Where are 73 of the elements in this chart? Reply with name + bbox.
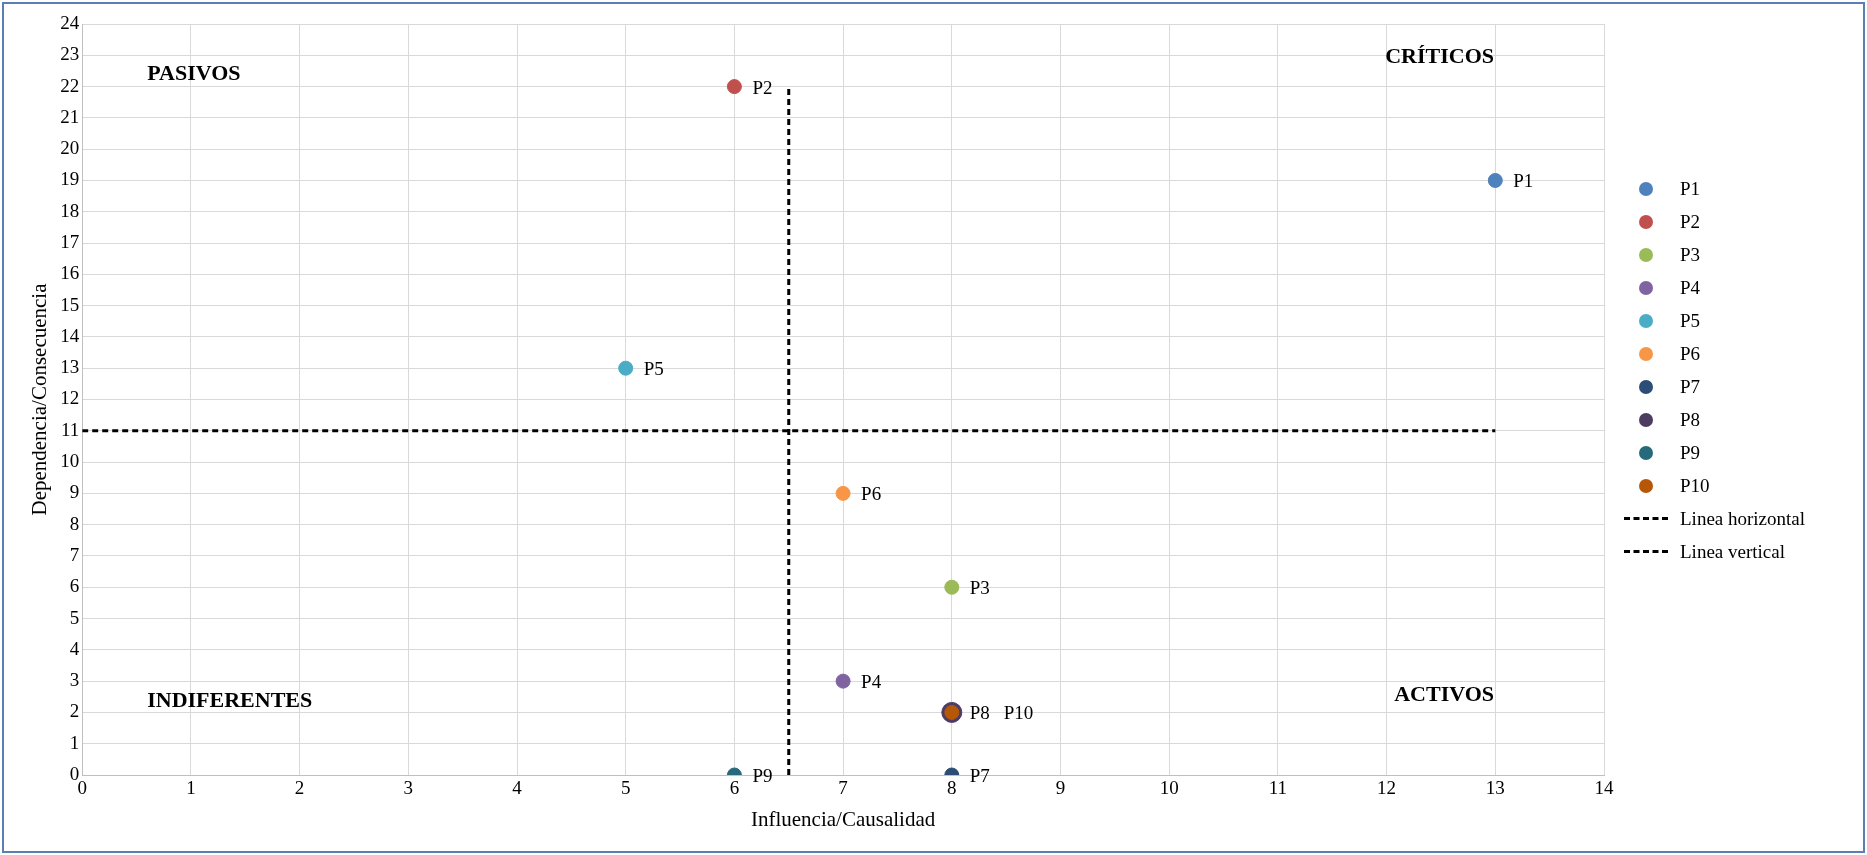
y-tick-label: 16 <box>60 262 80 284</box>
point <box>726 79 742 95</box>
legend-label: P5 <box>1680 309 1701 332</box>
legend-label: P8 <box>1680 408 1701 431</box>
x-tick-label: 11 <box>1268 777 1288 799</box>
y-tick-label: 19 <box>60 168 80 190</box>
x-tick-label: 1 <box>186 777 196 799</box>
x-tick-label: 7 <box>838 777 848 799</box>
point <box>944 579 960 595</box>
text: P4 <box>861 671 882 693</box>
x-tick-label: 9 <box>1055 777 1066 799</box>
y-tick-label: 18 <box>60 199 80 221</box>
y-tick-label: 6 <box>69 575 80 597</box>
y-tick-label: 22 <box>60 74 80 96</box>
y-tick-label: 3 <box>69 669 80 691</box>
x-tick-label: 5 <box>620 777 631 799</box>
y-tick-label: 20 <box>60 137 80 159</box>
annotation: ACTIVOS <box>1394 680 1494 706</box>
annotation: CRÍTICOS <box>1385 42 1494 68</box>
y-tick-label: 0 <box>69 762 80 784</box>
point <box>835 673 851 689</box>
annotation: INDIFERENTES <box>147 686 313 712</box>
x-tick-label: 2 <box>294 777 305 799</box>
text: P9 <box>752 764 773 786</box>
legend-label: P7 <box>1680 375 1701 398</box>
x-tick-label: 3 <box>403 777 414 799</box>
annotation: PASIVOS <box>147 59 241 85</box>
legend-label: Linea vertical <box>1680 540 1785 563</box>
y-tick-label: 7 <box>69 543 80 565</box>
x-tick-label: 13 <box>1485 777 1505 799</box>
legend-label: P1 <box>1680 177 1701 200</box>
y-tick-label: 14 <box>60 324 80 346</box>
y-tick-label: 17 <box>60 231 80 253</box>
y-axis-title: Dependencia/Consecuencia <box>27 282 52 516</box>
point <box>835 485 851 501</box>
x-tick-label: 10 <box>1159 777 1179 799</box>
legend-label: P2 <box>1680 210 1701 233</box>
y-tick-label: 13 <box>60 356 80 378</box>
x-tick-label: 14 <box>1594 777 1614 799</box>
text: P7 <box>969 764 990 786</box>
text: P3 <box>969 577 990 599</box>
x-axis-title: Influencia/Causalidad <box>750 806 936 831</box>
text: P10 <box>1003 702 1034 724</box>
legend-label: P6 <box>1680 342 1701 365</box>
legend-label: P4 <box>1680 276 1701 299</box>
legend-label: P3 <box>1680 243 1701 266</box>
x-tick-label: 12 <box>1377 777 1397 799</box>
y-tick-label: 21 <box>60 105 80 127</box>
y-tick-label: 9 <box>69 481 80 503</box>
text: P1 <box>1513 170 1534 192</box>
x-tick-label: 4 <box>512 777 523 799</box>
legend-label: Linea horizontal <box>1680 507 1806 530</box>
text: P2 <box>752 76 773 98</box>
y-tick-label: 1 <box>69 731 80 753</box>
y-tick-label: 4 <box>69 637 80 659</box>
y-tick-label: 15 <box>60 293 80 315</box>
y-tick-label: 2 <box>69 700 80 722</box>
legend-label: P9 <box>1680 441 1701 464</box>
y-tick-label: 23 <box>60 43 80 65</box>
y-tick-label: 8 <box>69 512 80 534</box>
text: P5 <box>643 358 664 380</box>
text: P6 <box>861 483 882 505</box>
text: P8 <box>969 702 990 724</box>
y-tick-label: 11 <box>60 418 80 440</box>
point <box>1487 172 1503 188</box>
y-tick-label: 5 <box>69 606 80 628</box>
y-tick-label: 24 <box>60 11 80 33</box>
x-tick-label: 8 <box>947 777 957 799</box>
legend-label: P10 <box>1680 474 1710 497</box>
y-tick-label: 10 <box>60 450 80 472</box>
point <box>618 360 634 376</box>
y-tick-label: 12 <box>60 387 80 409</box>
x-tick-label: 6 <box>729 777 740 799</box>
